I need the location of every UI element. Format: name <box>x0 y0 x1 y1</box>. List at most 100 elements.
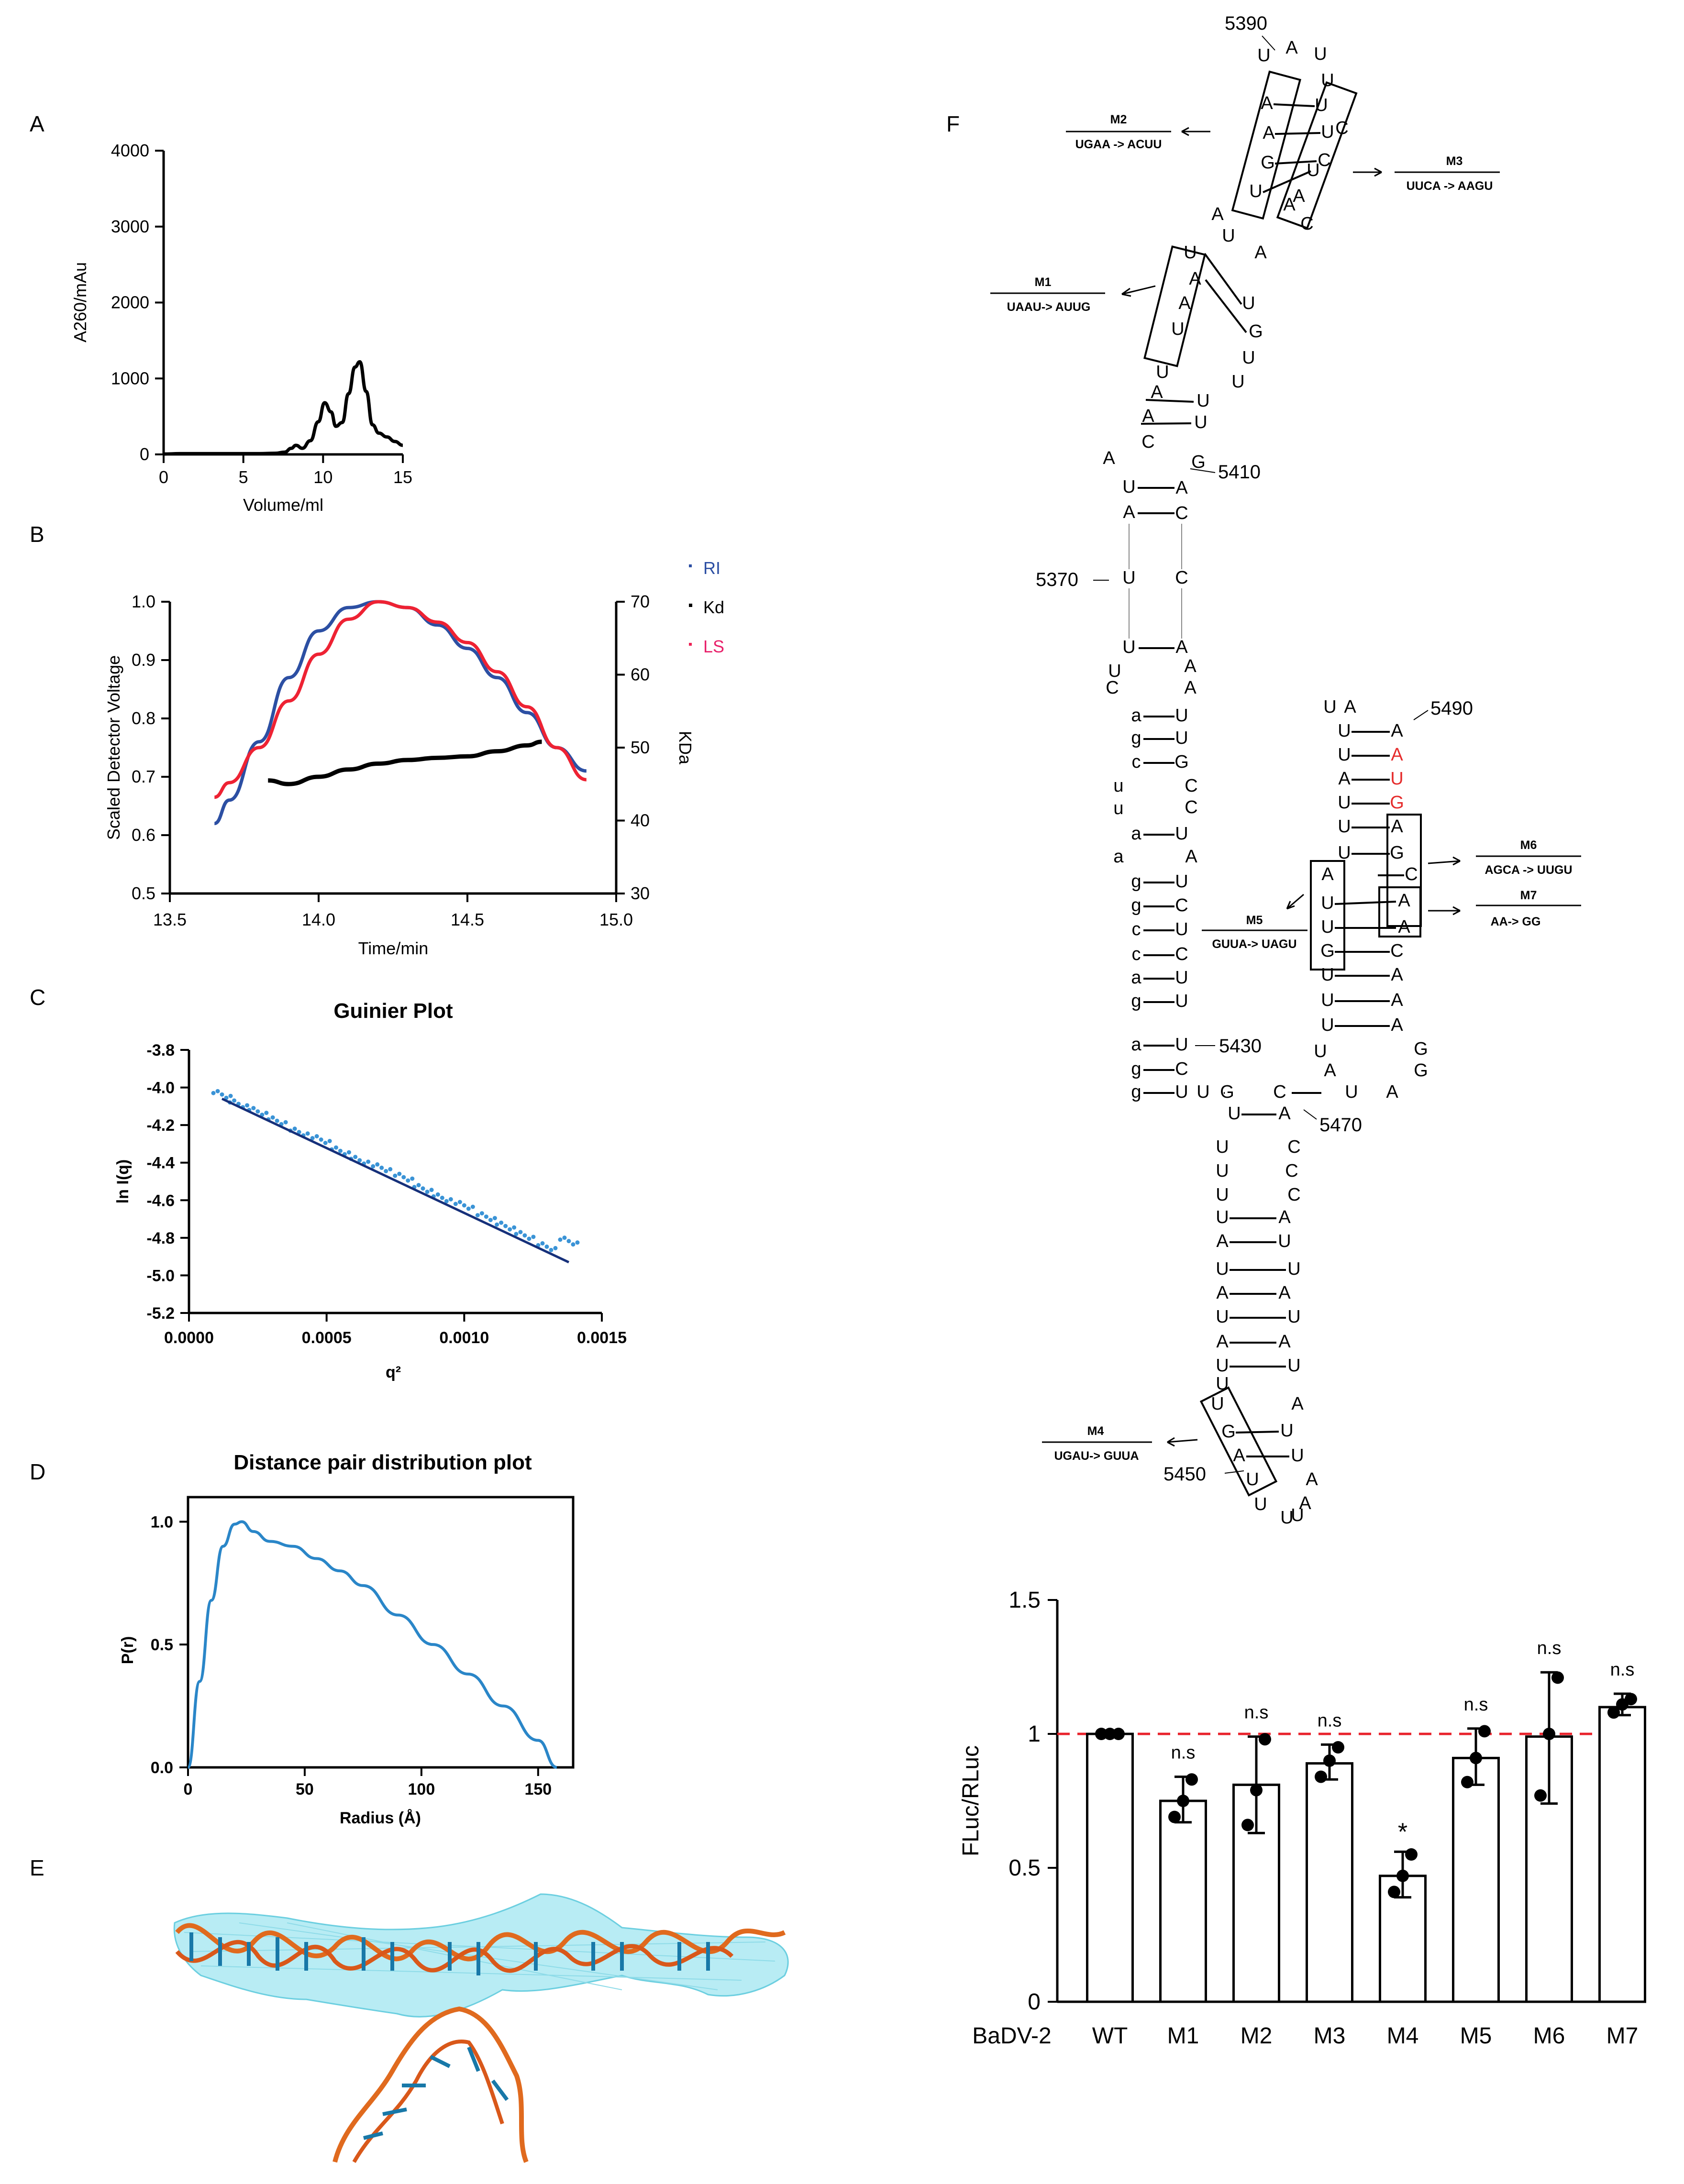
chart-c-data-point <box>522 1233 527 1238</box>
mutation-name: M4 <box>1087 1424 1104 1438</box>
position-leader <box>1303 1109 1317 1120</box>
bar-label-m4: M4 <box>1387 2023 1419 2049</box>
rna-position-labels: 5390 5410 5370 5490 5430 5470 5450 <box>1036 13 1473 1485</box>
chart-a-ytick-label: 4000 <box>111 141 149 160</box>
chart-b-ytick-label: 0.6 <box>132 825 155 845</box>
chart-a: 0 5 10 15 0 1000 2000 3000 4000 Volume/ml A260/m… <box>70 141 412 515</box>
mutation-box-m1 <box>1143 245 1206 367</box>
nucleotide: U <box>1156 362 1169 382</box>
nucleotide: U <box>1231 372 1244 392</box>
replicate-point <box>1112 1728 1125 1740</box>
nucleotide: A <box>1293 186 1305 206</box>
nucleotide: A <box>1306 1469 1318 1489</box>
base-pair-bond <box>1204 253 1242 305</box>
chart-c-data-point <box>379 1165 384 1170</box>
nucleotide: G <box>1221 1422 1236 1442</box>
chart-a-xlabel: Volume/ml <box>243 495 323 515</box>
chart-c-xtick-label: 0.0015 <box>577 1329 627 1347</box>
nucleotide: U <box>1175 871 1188 892</box>
chart-c-data-point <box>558 1237 563 1242</box>
chart-c-data-point <box>346 1150 351 1155</box>
molecular-model-illustration <box>173 1893 789 2163</box>
nucleotide: U <box>1175 1035 1188 1055</box>
chart-c-data-point <box>531 1235 536 1239</box>
nucleotide: C <box>1106 678 1119 698</box>
nucleotide: U <box>1197 1082 1209 1102</box>
chart-c-data-point <box>366 1159 371 1164</box>
nucleotide: A <box>1278 1283 1291 1303</box>
nucleotide: C <box>1287 1137 1300 1157</box>
arrow-icon <box>1428 906 1461 916</box>
nucleotide: G <box>1191 452 1206 472</box>
chart-c-data-point <box>462 1203 466 1208</box>
chart-c-data-point <box>549 1247 554 1252</box>
nucleotide: A <box>1216 1283 1229 1303</box>
bar-label-m6: M6 <box>1533 2023 1565 2049</box>
chart-c-ytick-label: -4.2 <box>146 1116 175 1135</box>
nucleotide: A <box>1211 204 1224 224</box>
nucleotide: g <box>1131 1059 1141 1079</box>
replicate-point <box>1625 1693 1637 1706</box>
chart-f-xlabel: BaDV-2 <box>972 2023 1051 2049</box>
base-pair-bond <box>1141 422 1192 425</box>
nucleotide: U <box>1216 1356 1229 1376</box>
chart-c-data-point <box>457 1200 462 1204</box>
nucleotide: A <box>1216 1231 1229 1251</box>
nucleotide: g <box>1131 728 1141 748</box>
chart-b-series-kd <box>268 739 542 786</box>
nucleotide: A <box>1391 965 1403 985</box>
chart-c-data-point <box>495 1222 499 1227</box>
chart-c-data-point <box>514 1232 519 1236</box>
chart-f-ytick-label: 0.5 <box>1008 1855 1041 1881</box>
chart-c-data-point <box>255 1109 260 1114</box>
chart-c-ytick-label: -5.0 <box>146 1267 175 1285</box>
nucleotide: U <box>1321 917 1334 937</box>
chart-c-data-point <box>575 1240 580 1245</box>
nucleotide: U <box>1249 181 1262 201</box>
nucleotide: A <box>1178 293 1191 313</box>
chart-b-series-ls <box>214 600 587 799</box>
mutation-change: AGCA -> UUGU <box>1485 863 1572 877</box>
chart-d-xtick-label: 50 <box>296 1780 314 1798</box>
replicate-point <box>1461 1776 1474 1788</box>
chart-c-xlabel: q² <box>386 1363 401 1381</box>
nucleotide: U <box>1175 991 1188 1011</box>
chart-c-data-point <box>488 1218 493 1223</box>
position-label-5390: 5390 <box>1225 13 1267 34</box>
nucleotide: U <box>1321 990 1334 1010</box>
nucleotide: G <box>1220 1082 1234 1102</box>
chart-c-data-point <box>292 1126 297 1131</box>
replicate-point <box>1470 1752 1482 1765</box>
nucleotide: C <box>1141 432 1154 452</box>
nucleotide: U <box>1338 816 1351 837</box>
replicate-point <box>1405 1848 1418 1861</box>
nucleotide: G <box>1249 321 1263 342</box>
nucleotide: a <box>1131 706 1141 726</box>
chart-c-data-point <box>310 1136 315 1140</box>
chart-c-data-point <box>371 1164 376 1169</box>
nucleotide: A <box>1321 864 1334 884</box>
mutation-name: M2 <box>1110 113 1127 126</box>
nucleotide: u <box>1113 776 1123 796</box>
chart-c-data-point <box>323 1141 328 1145</box>
nucleotide: A <box>1338 769 1351 789</box>
nucleotide: U <box>1323 697 1336 717</box>
nucleotide: U <box>1222 226 1235 246</box>
nucleotide: U <box>1257 45 1270 66</box>
nucleotide: U <box>1175 1082 1188 1102</box>
nucleotide: C <box>1175 503 1188 523</box>
nucleotide: A <box>1151 382 1163 402</box>
nucleotide: U <box>1321 965 1334 985</box>
nucleotide: C <box>1285 1161 1298 1181</box>
bar-m1 <box>1159 1799 1207 2003</box>
chart-a-xtick-label: 0 <box>159 467 168 487</box>
nucleotide: u <box>1113 798 1123 818</box>
nucleotide: A <box>1278 1103 1291 1124</box>
replicate-point <box>1534 1789 1547 1802</box>
chart-d: Distance pair distribution plot 0 50 100 15… <box>119 1451 575 1827</box>
chart-c-data-point <box>314 1134 319 1138</box>
mutation-change: UAAU-> AUUG <box>1007 300 1091 314</box>
nucleotide: U <box>1216 1307 1229 1327</box>
chart-b-y2tick-label: 70 <box>631 592 650 611</box>
